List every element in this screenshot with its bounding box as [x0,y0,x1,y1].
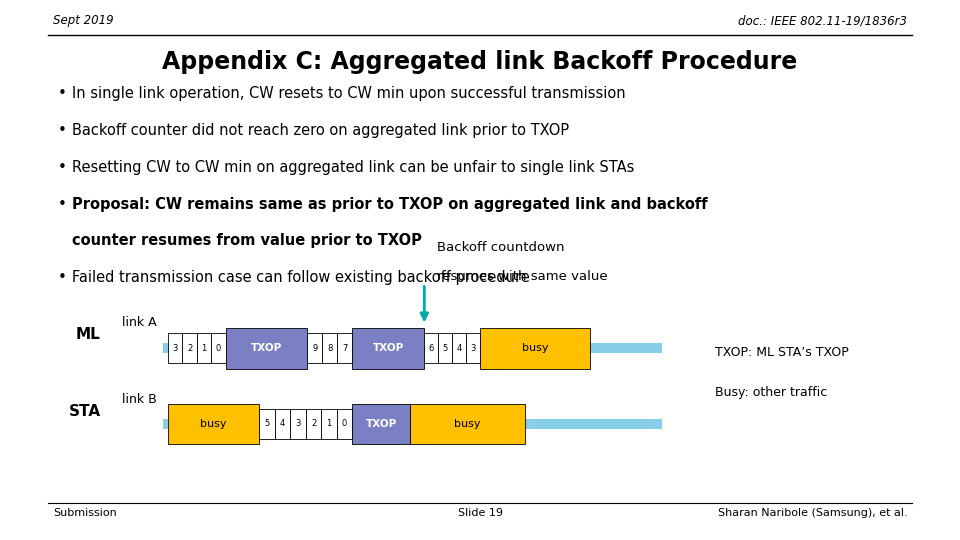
Bar [323,333,337,363]
Text: doc.: IEEE 802.11-19/1836r3: doc.: IEEE 802.11-19/1836r3 [738,14,907,27]
Text: TXOP: ML STA’s TXOP: TXOP: ML STA’s TXOP [715,346,849,359]
Text: •: • [58,270,66,285]
Text: 1: 1 [202,344,206,353]
Text: 8: 8 [327,344,332,353]
Text: 4: 4 [280,420,285,428]
Text: 5: 5 [443,344,447,353]
Text: resumes with same value: resumes with same value [437,270,608,283]
Text: 0: 0 [216,344,221,353]
Text: TXOP: TXOP [366,419,396,429]
Bar [290,409,305,439]
Bar [337,333,352,363]
Bar [168,333,182,363]
Bar [168,404,259,444]
Text: TXOP: TXOP [251,343,282,353]
Text: Proposal: CW remains same as prior to TXOP on aggregated link and backoff: Proposal: CW remains same as prior to TX… [72,197,708,212]
Bar [163,419,662,429]
Text: TXOP: TXOP [372,343,404,353]
Text: 7: 7 [342,344,348,353]
Bar [182,333,197,363]
Text: 3: 3 [296,420,300,428]
Text: Backoff countdown: Backoff countdown [437,241,564,254]
Text: 9: 9 [312,344,318,353]
Text: link B: link B [122,393,156,406]
Bar [352,328,424,368]
Text: In single link operation, CW resets to CW min upon successful transmission: In single link operation, CW resets to C… [72,86,626,102]
Text: counter resumes from value prior to TXOP: counter resumes from value prior to TXOP [72,233,421,248]
Text: ML: ML [76,327,101,342]
Text: Resetting CW to CW min on aggregated link can be unfair to single link STAs: Resetting CW to CW min on aggregated lin… [72,160,635,175]
Bar [337,409,352,439]
Text: Appendix C: Aggregated link Backoff Procedure: Appendix C: Aggregated link Backoff Proc… [162,50,798,73]
Bar [480,328,590,368]
Bar [226,328,307,368]
Bar [424,333,438,363]
Text: 3: 3 [173,344,178,353]
Bar [307,333,323,363]
Text: 2: 2 [311,420,316,428]
Bar [163,343,662,353]
Text: busy: busy [522,343,548,353]
Text: •: • [58,123,66,138]
Text: Failed transmission case can follow existing backoff procedure: Failed transmission case can follow exis… [72,270,530,285]
Bar [410,404,525,444]
Text: 6: 6 [428,344,434,353]
Text: Slide 19: Slide 19 [458,508,502,518]
Bar [275,409,290,439]
Text: Sharan Naribole (Samsung), et al.: Sharan Naribole (Samsung), et al. [717,508,907,518]
Text: 4: 4 [457,344,462,353]
Text: Busy: other traffic: Busy: other traffic [715,386,828,399]
Bar [197,333,211,363]
Text: •: • [58,160,66,175]
Text: •: • [58,86,66,102]
Text: •: • [58,197,66,212]
Bar [452,333,467,363]
Bar [352,404,410,444]
Bar [322,409,337,439]
Text: link A: link A [122,316,156,329]
Text: Submission: Submission [53,508,116,518]
Bar [259,409,275,439]
Text: Sept 2019: Sept 2019 [53,14,113,27]
Bar [467,333,480,363]
Text: 1: 1 [326,420,331,428]
Text: 5: 5 [264,420,270,428]
Bar [438,333,452,363]
Text: busy: busy [201,419,227,429]
Text: 0: 0 [342,420,348,428]
Text: 2: 2 [187,344,192,353]
Text: 3: 3 [470,344,476,353]
Bar [305,409,322,439]
Text: STA: STA [69,404,101,419]
Bar [211,333,226,363]
Text: Backoff counter did not reach zero on aggregated link prior to TXOP: Backoff counter did not reach zero on ag… [72,123,569,138]
Text: busy: busy [454,419,481,429]
